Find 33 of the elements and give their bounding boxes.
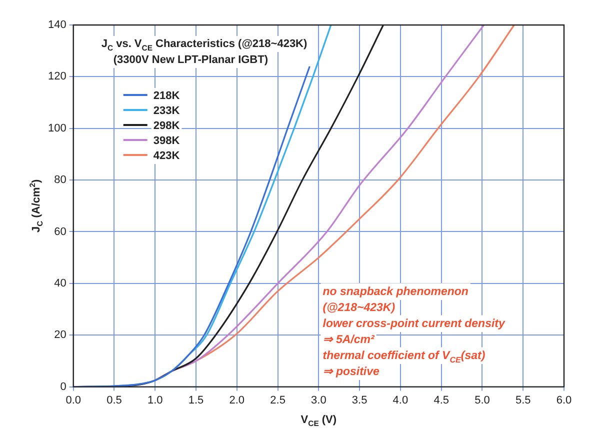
x-tick-label: 2.5 [270, 394, 286, 406]
legend-label: 398K [153, 135, 180, 147]
legend-label: 218K [153, 90, 180, 102]
annotation: ⇒ positive [322, 366, 380, 378]
annotation: ⇒ 5A/cm² [322, 334, 376, 346]
x-tick-label: 0.5 [106, 394, 122, 406]
x-tick-label: 1.0 [147, 394, 163, 406]
x-tick-label: 5.5 [515, 394, 531, 406]
y-tick-label: 20 [54, 329, 66, 342]
text: (3300V New LPT-Planar IGBT) [113, 54, 268, 66]
y-tick-label: 0 [60, 380, 66, 393]
x-tick-label: 0.0 [66, 394, 81, 406]
y-tick-label: 80 [54, 174, 66, 186]
legend-label: 233K [153, 105, 180, 117]
y-tick-label: 140 [48, 19, 66, 32]
legend-label: 423K [153, 150, 180, 162]
y-tick-label: 40 [54, 277, 66, 290]
x-tick-label: 3.5 [352, 394, 368, 406]
y-tick-label: 100 [48, 122, 66, 134]
x-tick-label: 5.0 [474, 394, 490, 406]
x-tick-label: 4.5 [434, 394, 449, 406]
y-tick-label: 120 [48, 70, 66, 83]
annotation: lower cross-point current density [322, 318, 506, 330]
x-tick-label: 1.5 [188, 394, 204, 406]
y-tick-label: 60 [54, 226, 66, 238]
line-series [154, 25, 515, 382]
x-tick-label: 2.0 [229, 394, 245, 406]
legend-label: 298K [153, 120, 180, 132]
annotation: (@218~423K) [322, 302, 396, 314]
x-tick-label: 3.0 [311, 394, 326, 406]
x-tick-label: 4.0 [392, 394, 408, 406]
annotation: no snapback phenomenon [322, 286, 468, 298]
x-tick-label: 6.0 [556, 394, 572, 406]
